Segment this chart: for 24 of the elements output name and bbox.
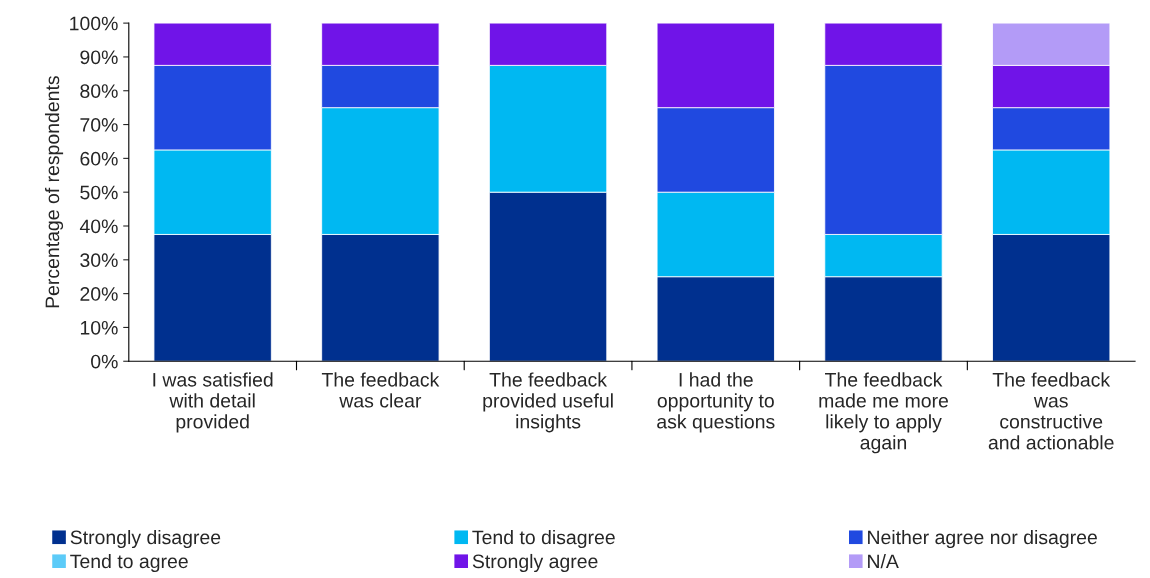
legend-label: Neither agree nor disagree <box>868 529 1097 549</box>
y-tick-label: 50% <box>80 185 118 200</box>
y-tick-label: 40% <box>79 219 118 234</box>
x-tick-label: I was satisfied with detail provided <box>153 372 273 433</box>
x-tick-label: The feedback was clear <box>321 372 440 408</box>
y-tick-label: 30% <box>80 253 118 268</box>
y-tick-label: 10% <box>80 320 118 335</box>
y-tick-label: 0% <box>91 354 118 369</box>
legend-label: Tend to agree <box>70 553 188 573</box>
legend-label: Strongly agree <box>472 553 598 573</box>
x-tick-label: The feedback provided useful insights <box>483 372 613 433</box>
y-tick-label: 100% <box>70 16 118 31</box>
y-tick-label: 20% <box>80 287 118 301</box>
y-tick-label: 60% <box>80 151 118 166</box>
x-tick-label: I had the opportunity to ask questions <box>657 372 775 433</box>
legend-label: N/A <box>868 553 899 569</box>
legend-label: Strongly disagree <box>70 529 221 549</box>
legend-label: Tend to disagree <box>472 529 615 549</box>
y-axis-title: Percentage of respondents <box>44 76 64 308</box>
y-tick-label: 70% <box>80 118 118 132</box>
x-tick-label: The feedback was constructive and actionable <box>988 372 1114 450</box>
y-tick-label: 90% <box>80 50 118 65</box>
y-tick-label: 80% <box>80 84 118 98</box>
x-tick-label: The feedback made me more likely to apply again <box>819 372 949 454</box>
